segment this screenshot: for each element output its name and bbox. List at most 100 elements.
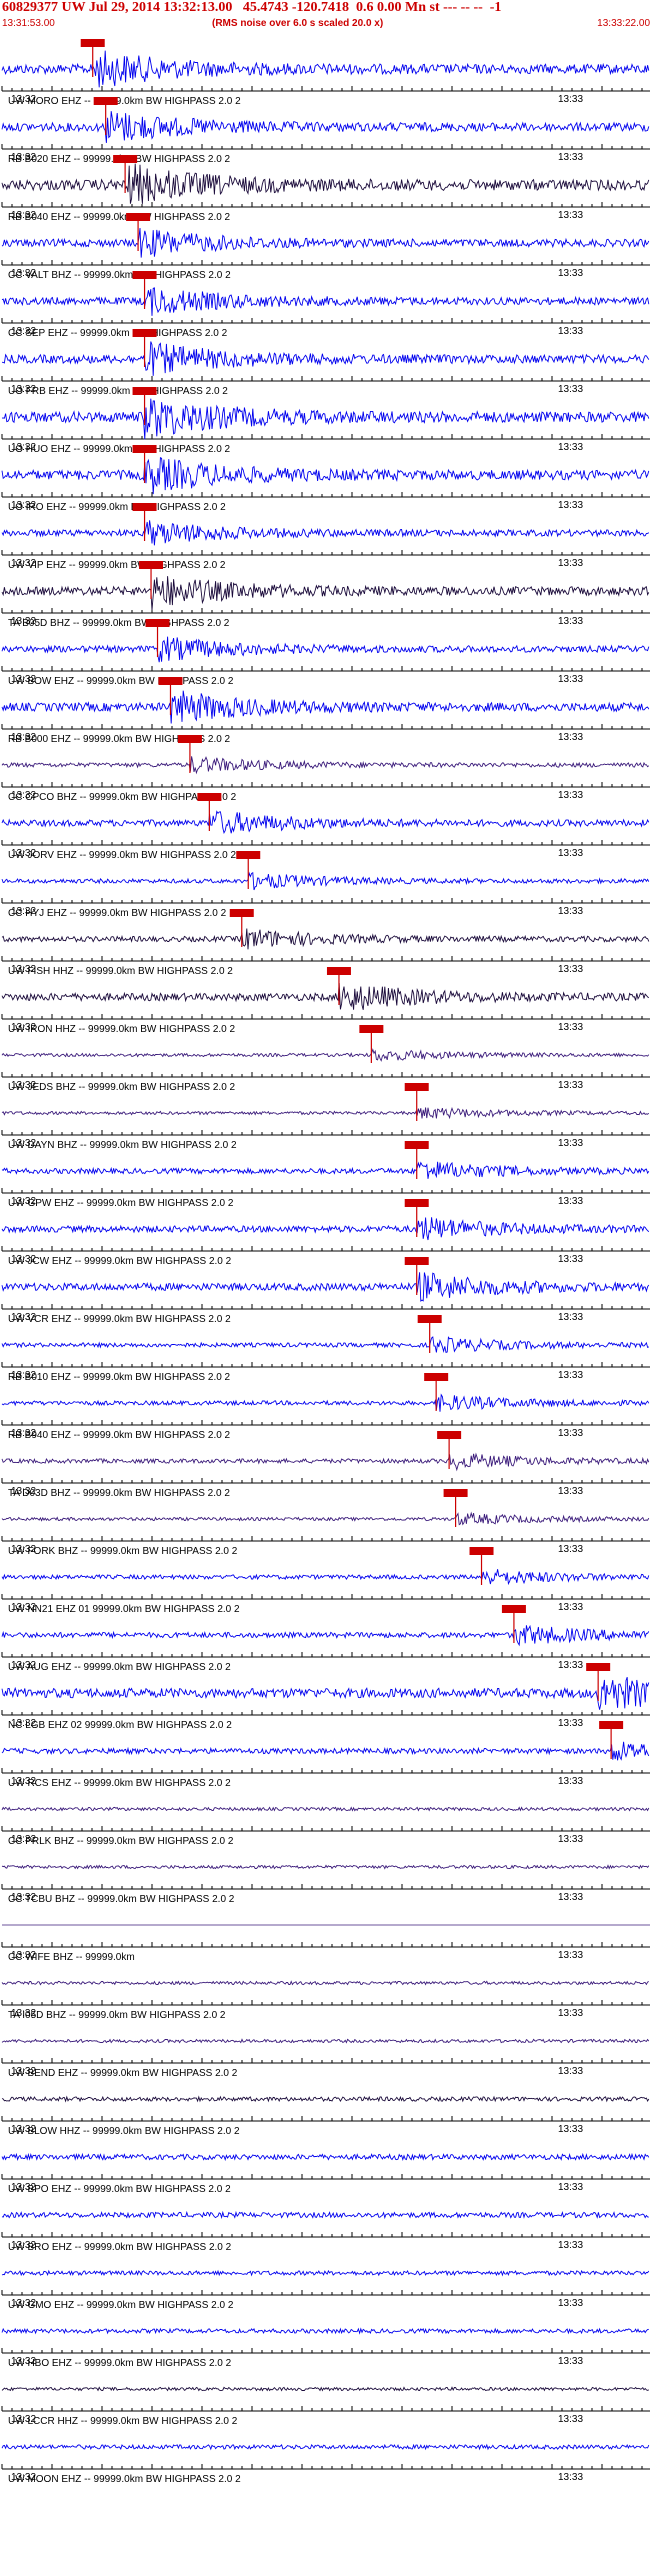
waveform-trace	[1, 2038, 650, 2044]
station-label: TA D03D BHZ -- 99999.0km BW HIGHPASS 2.0…	[8, 1488, 230, 1499]
pick-flag	[404, 1257, 429, 1265]
pick-flag	[132, 387, 157, 395]
pick-flag	[80, 39, 105, 47]
tick-label: 13:32	[11, 1892, 36, 1903]
pick-flag	[326, 967, 351, 975]
station-label: CC HYJ EHZ -- 99999.0km BW HIGHPASS 2.0 …	[8, 908, 227, 919]
trace-row: 13:32 13:33 UW DAYN BHZ -- 99999.0km BW HI…	[1, 1083, 650, 1151]
trace-row: 13:32 13:33 UW MOON EHZ -- 99999.0km BW HI…	[1, 2443, 650, 2485]
tick-label: 13:33	[558, 94, 583, 105]
trace-row: 13:32 13:33 CC TCBU BHZ -- 99999.0km BW HI…	[1, 1864, 650, 1905]
trace-row: 13:32 13:33 UW FISH HHZ -- 99999.0km BW HI…	[1, 909, 650, 977]
tick-label: 13:32	[11, 1660, 36, 1671]
trace-row: 13:32 13:33 RB B010 EHZ -- 99999.0km BW HI…	[1, 1315, 650, 1383]
tick-label: 13:32	[11, 1196, 36, 1207]
waveform-trace	[1, 227, 650, 258]
pick-flag	[132, 445, 157, 453]
trace-row: 13:32 13:33 UW BLOW HHZ -- 99999.0km BW HI…	[1, 2095, 650, 2137]
pick-flag	[586, 1663, 611, 1671]
station-label: UW HBO EHZ -- 99999.0km BW HIGHPASS 2.0 …	[8, 2358, 232, 2369]
tick-label: 13:33	[558, 906, 583, 917]
trace-row: 13:32 13:33 CC PRLK BHZ -- 99999.0km BW HI…	[1, 1806, 650, 1847]
station-label: UW JCW EHZ -- 99999.0km BW HIGHPASS 2.0 …	[8, 1256, 232, 1267]
station-label: UO IRO EHZ -- 99999.0km BW HIGHPASS 2.0 …	[8, 502, 226, 513]
trace-row: 13:32 13:33 UW GPW EHZ -- 99999.0km BW HIG…	[1, 1141, 650, 1209]
waveform-trace	[1, 1806, 650, 1812]
station-label: RB B940 EHZ -- 99999.0km BW HIGHPASS 2.0…	[8, 1430, 231, 1441]
pick-flag	[132, 329, 157, 337]
station-label: TA B05D BHZ -- 99999.0km BW HIGHPASS 2.0…	[8, 618, 230, 629]
waveform-trace	[1, 1217, 650, 1241]
trace-row: 13:32 13:33 CC WIFE BHZ -- 99999.0km	[1, 1924, 650, 1963]
trace-row: 13:32 13:33 UO IRO EHZ -- 99999.0km BW HIG…	[1, 445, 650, 513]
tick-label: 13:33	[558, 500, 583, 511]
pick-flag	[177, 735, 202, 743]
waveform-trace	[1, 1511, 650, 1526]
tick-label: 13:32	[11, 442, 36, 453]
tick-label: 13:33	[558, 1544, 583, 1555]
tick-label: 13:33	[558, 1196, 583, 1207]
trace-row: 13:32 13:33 UW RCS EHZ -- 99999.0km BW HIG…	[1, 1721, 650, 1789]
pick-flag	[113, 155, 138, 163]
tick-label: 13:33	[558, 1312, 583, 1323]
pick-flag	[132, 271, 157, 279]
tick-label: 13:33	[558, 1370, 583, 1381]
station-label: UW BRO EHZ -- 99999.0km BW HIGHPASS 2.0 …	[8, 2242, 232, 2253]
pick-flag	[359, 1025, 384, 1033]
station-label: UW IRON HHZ -- 99999.0km BW HIGHPASS 2.0…	[8, 1024, 236, 1035]
tick-label: 13:32	[11, 1950, 36, 1961]
trace-row: 13:32 13:33 UW JORV EHZ -- 99999.0km BW HI…	[1, 793, 650, 861]
trace-row: 13:32 13:33 UW BEND EHZ -- 99999.0km BW HI…	[1, 2038, 650, 2079]
tick-label: 13:33	[558, 1776, 583, 1787]
pick-flag	[197, 793, 222, 801]
rms-note: (RMS noise over 6.0 s scaled 20.0 x)	[212, 18, 384, 29]
seismogram-plot: 13:32 13:33 UW MORO EHZ -- 99999.0km BW HI…	[1, 39, 650, 2485]
tick-label: 13:32	[11, 848, 36, 859]
station-label: UW BLOW HHZ -- 99999.0km BW HIGHPASS 2.0…	[8, 2126, 240, 2137]
tick-label: 13:33	[558, 1138, 583, 1149]
tick-label: 13:32	[11, 1834, 36, 1845]
tick-label: 13:33	[558, 2356, 583, 2367]
waveform-trace	[1, 1864, 650, 1870]
station-label: UW AUG EHZ -- 99999.0km BW HIGHPASS 2.0 …	[8, 1662, 231, 1673]
tick-label: 13:33	[558, 790, 583, 801]
station-label: CC TCBU BHZ -- 99999.0km BW HIGHPASS 2.0…	[8, 1894, 235, 1905]
pick-flag	[404, 1199, 429, 1207]
waveform-trace	[1, 287, 650, 316]
waveform-trace	[1, 1393, 650, 1412]
station-label: UW FISH HHZ -- 99999.0km BW HIGHPASS 2.0…	[8, 966, 233, 977]
trace-row: 13:32 13:33 UW LCCR HHZ -- 99999.0km BW HI…	[1, 2386, 650, 2427]
waveform-trace	[1, 756, 650, 775]
station-label: UW NN21 EHZ 01 99999.0km BW HIGHPASS 2.0…	[8, 1604, 240, 1615]
waveform-trace	[1, 1107, 650, 1120]
waveform-trace	[1, 2443, 650, 2451]
tick-label: 13:33	[558, 2124, 583, 2135]
pick-flag	[132, 503, 157, 511]
waveform-trace	[1, 456, 650, 495]
tick-label: 13:32	[11, 1370, 36, 1381]
tick-label: 13:33	[558, 558, 583, 569]
tick-label: 13:33	[558, 2298, 583, 2309]
trace-row: 13:32 13:33 NC LGB EHZ 02 99999.0km BW HIG…	[1, 1663, 650, 1731]
pick-flag	[158, 677, 183, 685]
trace-row: 13:32 13:33 UO FRB EHZ -- 99999.0km BW HIG…	[1, 329, 650, 397]
station-label: UW MOON EHZ -- 99999.0km BW HIGHPASS 2.0…	[8, 2474, 241, 2485]
tick-label: 13:32	[11, 2066, 36, 2077]
tick-label: 13:33	[558, 1834, 583, 1845]
trace-row: 13:32 13:33 UW VIP EHZ -- 99999.0km BW HIG…	[1, 503, 650, 571]
tick-label: 13:32	[11, 1776, 36, 1787]
pick-flag	[501, 1605, 526, 1613]
trace-row: 13:32 13:33 CC VALT BHZ -- 99999.0km BW HI…	[1, 213, 650, 281]
station-label: UO HUO EHZ -- 99999.0km BW HIGHPASS 2.0 …	[8, 444, 231, 455]
pick-flag	[599, 1721, 624, 1729]
tick-label: 13:32	[11, 1138, 36, 1149]
waveform-trace	[1, 1161, 650, 1179]
station-label: UW JORV EHZ -- 99999.0km BW HIGHPASS 2.0…	[8, 850, 236, 861]
tick-label: 13:32	[11, 1022, 36, 1033]
station-label: UW GPW EHZ -- 99999.0km BW HIGHPASS 2.0 …	[8, 1198, 234, 1209]
waveform-trace	[1, 1048, 650, 1062]
pick-flag	[437, 1431, 462, 1439]
tick-label: 13:32	[11, 2414, 36, 2425]
pick-flag	[126, 213, 151, 221]
pick-flag	[469, 1547, 494, 1555]
